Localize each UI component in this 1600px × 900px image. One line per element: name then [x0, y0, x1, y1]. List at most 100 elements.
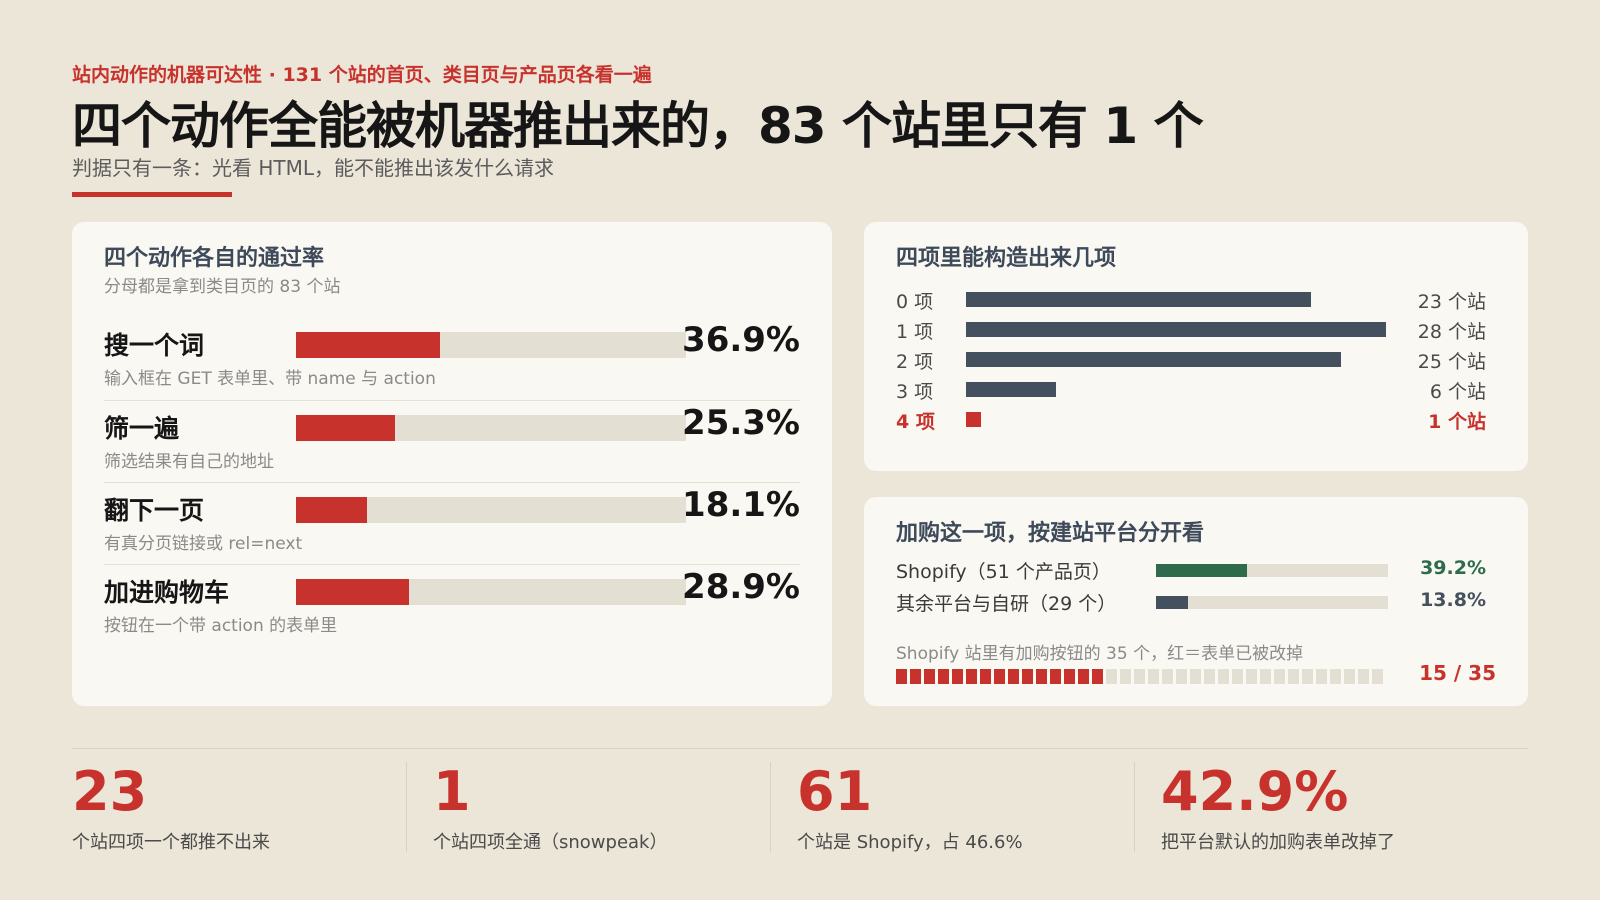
waffle-square: [1204, 669, 1215, 684]
stat-block: 23 个站四项一个都推不出来: [72, 760, 406, 854]
bar-track: [1156, 564, 1388, 577]
action-note: 有真分页链接或 rel=next: [104, 534, 303, 554]
title-rule: [72, 192, 232, 197]
bar: [966, 352, 1341, 367]
stats-divider: [72, 748, 1528, 749]
waffle-square: [1134, 669, 1145, 684]
platform-title: 加购这一项，按建站平台分开看: [896, 521, 1205, 546]
distribution-title: 四项里能构造出来几项: [896, 246, 1117, 271]
waffle-square: [910, 669, 921, 684]
value-label: 36.9%: [682, 320, 800, 360]
bar-track: [1156, 596, 1388, 609]
bar-fill: [296, 579, 409, 605]
waffle-square: [994, 669, 1005, 684]
waffle-square: [1162, 669, 1173, 684]
bar-fill: [1156, 564, 1247, 577]
waffle-square: [1358, 669, 1369, 684]
action-name: 翻下一页: [104, 496, 205, 525]
bar: [966, 292, 1311, 307]
stat-block: 42.9% 把平台默认的加购表单改掉了: [1134, 762, 1514, 853]
bar-fill: [296, 497, 367, 523]
waffle-square: [1078, 669, 1089, 684]
pass-rate-row: 翻下一页有真分页链接或 rel=next 18.1%: [104, 482, 800, 564]
pass-rate-title: 四个动作各自的通过率: [104, 246, 325, 271]
kicker: 站内动作的机器可达性 · 131 个站的首页、类目页与产品页各看一遍: [72, 64, 652, 86]
stat-value: 23: [72, 760, 148, 823]
category-label: 3 项: [896, 381, 934, 403]
value-label: 23 个站: [1417, 291, 1486, 313]
value-label: 6 个站: [1429, 381, 1486, 403]
value-label: 39.2%: [1420, 557, 1486, 579]
bar-track: [296, 579, 686, 605]
pass-rate-row: 搜一个词 输入框在 GET 表单里、带 name 与 action 36.9%: [104, 318, 800, 400]
waffle-square: [1372, 669, 1383, 684]
pass-rate-subtitle: 分母都是拿到类目页的 83 个站: [104, 277, 341, 297]
bar: [966, 412, 981, 427]
waffle-square: [1092, 669, 1103, 684]
bar-track: [296, 332, 686, 358]
distribution-row: 3 项 6 个站: [896, 375, 1486, 405]
waffle-square: [1036, 669, 1047, 684]
waffle-square: [1246, 669, 1257, 684]
waffle-square: [1064, 669, 1075, 684]
category-label: 2 项: [896, 351, 934, 373]
waffle-square: [1260, 669, 1271, 684]
waffle-square: [1008, 669, 1019, 684]
stat-label: 个站四项一个都推不出来: [72, 832, 270, 853]
pass-rate-row: 筛一遍 筛选结果有自己的地址 25.3%: [104, 400, 800, 482]
waffle-square: [896, 669, 907, 684]
stat-block: 61 个站是 Shopify，占 46.6%: [770, 760, 1134, 853]
platform-label: Shopify（51 个产品页）: [896, 561, 1111, 583]
waffle-square: [1288, 669, 1299, 684]
value-label: 18.1%: [682, 485, 800, 525]
stat-label: 个站四项全通（snowpeak）: [433, 832, 668, 853]
stat-value: 1: [433, 760, 471, 823]
category-label: 4 项: [896, 411, 935, 433]
pass-rate-card: 四个动作各自的通过率 分母都是拿到类目页的 83 个站 搜一个词 输入框在 GET…: [72, 222, 832, 706]
bar-fill: [296, 415, 395, 441]
waffle-square: [980, 669, 991, 684]
platform-row: Shopify（51 个产品页） 39.2%: [896, 555, 1486, 587]
bar-fill: [296, 332, 440, 358]
waffle-square: [966, 669, 977, 684]
stat-block: 1 个站四项全通（snowpeak）: [406, 760, 770, 853]
distribution-card: 四项里能构造出来几项 0 项 23 个站 1 项 28 个站 2 项 25 个站 3 项 6 …: [864, 222, 1528, 471]
action-note: 筛选结果有自己的地址: [104, 452, 274, 472]
distribution-row: 1 项 28 个站: [896, 315, 1486, 345]
value-label: 1 个站: [1428, 411, 1486, 433]
waffle-square: [1302, 669, 1313, 684]
waffle-square: [1176, 669, 1187, 684]
platform-row: 其余平台与自研（29 个） 13.8%: [896, 587, 1486, 619]
bar-track: [296, 497, 686, 523]
value-label: 28.9%: [682, 567, 800, 607]
stat-value: 61: [797, 760, 873, 823]
action-note: 按钮在一个带 action 的表单里: [104, 616, 338, 636]
value-label: 25.3%: [682, 403, 800, 443]
waffle-square: [1050, 669, 1061, 684]
waffle-square: [1232, 669, 1243, 684]
category-label: 1 项: [896, 321, 934, 343]
distribution-row: 0 项 23 个站: [896, 285, 1486, 315]
action-name: 搜一个词: [104, 331, 205, 360]
waffle-square: [1316, 669, 1327, 684]
waffle-square: [1190, 669, 1201, 684]
platform-label: 其余平台与自研（29 个）: [896, 593, 1117, 615]
bar: [966, 382, 1056, 397]
waffle-square: [952, 669, 963, 684]
page-title: 四个动作全能被机器推出来的，83 个站里只有 1 个: [72, 97, 1204, 155]
waffle-square: [938, 669, 949, 684]
distribution-row: 2 项 25 个站: [896, 345, 1486, 375]
action-name: 加进购物车: [104, 578, 230, 607]
pass-rate-row: 加进购物车按钮在一个带 action 的表单里 28.9%: [104, 564, 800, 646]
waffle-square: [1330, 669, 1341, 684]
waffle-count: 15 / 35: [1419, 661, 1496, 685]
waffle-caption: Shopify 站里有加购按钮的 35 个，红＝表单已被改掉: [896, 644, 1304, 664]
waffle-square: [1120, 669, 1131, 684]
bar: [966, 322, 1386, 337]
waffle-square: [1218, 669, 1229, 684]
waffle-square: [1022, 669, 1033, 684]
stat-label: 把平台默认的加购表单改掉了: [1161, 832, 1395, 853]
bar-fill: [1156, 596, 1189, 609]
page-subtitle: 判据只有一条：光看 HTML，能不能推出该发什么请求: [72, 156, 555, 180]
platform-card: 加购这一项，按建站平台分开看 Shopify 站里有加购按钮的 35 个，红＝表…: [864, 497, 1528, 706]
